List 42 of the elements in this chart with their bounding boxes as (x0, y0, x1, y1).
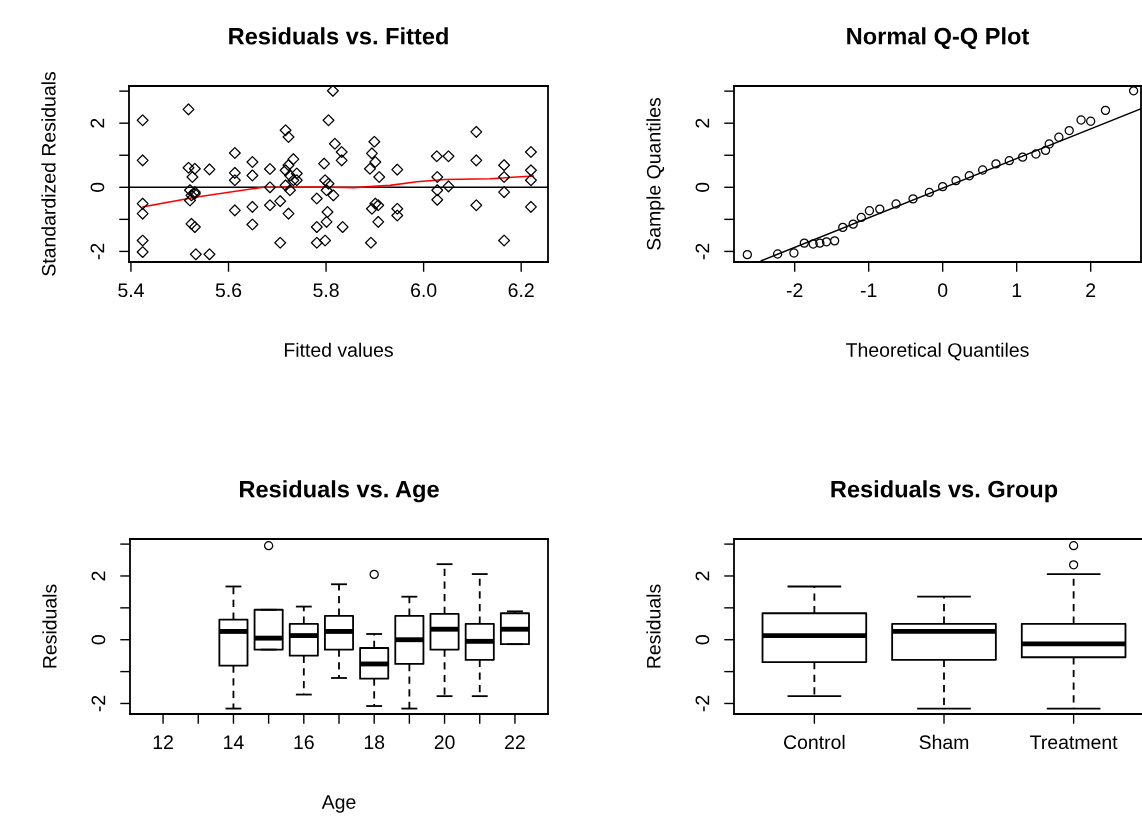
x-tick-label: 14 (224, 735, 244, 749)
x-tick-label: 5.6 (215, 283, 242, 298)
y-axis-title: Standardized Residuals (41, 72, 56, 276)
y-tick-label: -2 (695, 695, 710, 712)
y-tick-label: 0 (90, 182, 105, 192)
x-tick-label: 6.2 (508, 283, 534, 298)
y-tick-label: -2 (695, 243, 710, 260)
y-axis-title: Sample Quantiles (646, 97, 665, 250)
chart-title: Residuals vs. Fitted (229, 27, 448, 45)
x-tick-label: 5.8 (313, 283, 339, 298)
y-tick-label: 2 (695, 571, 710, 581)
y-tick-label: -2 (90, 243, 105, 260)
y-tick-label: 2 (695, 118, 710, 128)
x-tick-label: 2 (1086, 283, 1096, 297)
x-tick-label: 5.4 (118, 283, 144, 298)
x-axis-title: Age (321, 795, 356, 813)
chart-title: Normal Q-Q Plot (847, 27, 1030, 49)
y-axis-title: Residuals (646, 584, 661, 668)
x-tick-label: 22 (505, 735, 525, 749)
x-tick-label: Treatment (1030, 735, 1118, 750)
x-tick-label: 16 (294, 735, 314, 750)
x-tick-label: Sham (919, 734, 969, 750)
x-tick-label: -2 (786, 283, 803, 297)
x-axis-title: Fitted values (284, 342, 393, 357)
x-tick-label: 6.0 (411, 283, 437, 298)
x-tick-label: -1 (860, 283, 877, 297)
x-tick-label: Control (784, 734, 845, 750)
y-tick-label: 0 (91, 635, 106, 645)
y-tick-label: 2 (91, 571, 106, 581)
y-axis-title: Residuals (42, 584, 57, 668)
y-tick-label: 0 (695, 635, 710, 645)
chart-title: Residuals vs. Group (831, 480, 1058, 503)
y-tick-label: 2 (90, 118, 105, 128)
x-tick-label: 18 (364, 735, 385, 750)
x-tick-label: 20 (434, 735, 455, 750)
x-tick-label: 0 (938, 283, 948, 298)
x-tick-label: 1 (1012, 283, 1022, 297)
y-tick-label: -2 (91, 695, 106, 712)
x-axis-title: Theoretical Quantiles (846, 342, 1029, 361)
chart-title: Residuals vs. Age (239, 480, 439, 503)
y-tick-label: 0 (695, 182, 710, 192)
x-tick-label: 12 (153, 735, 173, 749)
